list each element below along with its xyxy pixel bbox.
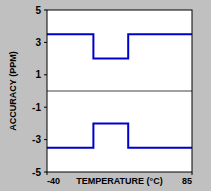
y-tick-label: 1 — [35, 69, 41, 80]
plot-area — [47, 10, 192, 172]
series-group — [47, 34, 192, 147]
x-axis-title: TEMPERATURE (°C) — [76, 176, 162, 186]
y-tick-label: 3 — [35, 37, 41, 48]
series-line — [47, 123, 192, 147]
x-tick-label: -40 — [47, 176, 60, 186]
y-axis-title: ACCURACY (PPM) — [8, 51, 18, 130]
series-line — [47, 34, 192, 58]
y-tick-label: 5 — [35, 5, 41, 16]
y-tick-label: -1 — [32, 102, 41, 113]
y-tick-label: -5 — [32, 167, 41, 178]
chart: -5 -3 -1 1 3 5 -40 85 TEMPERATURE (°C) ACCURACY (… — [0, 0, 211, 191]
y-tick-label: -3 — [32, 134, 41, 145]
plot-frame — [47, 10, 192, 172]
x-tick-label: 85 — [182, 176, 192, 186]
zero-line — [47, 91, 192, 92]
